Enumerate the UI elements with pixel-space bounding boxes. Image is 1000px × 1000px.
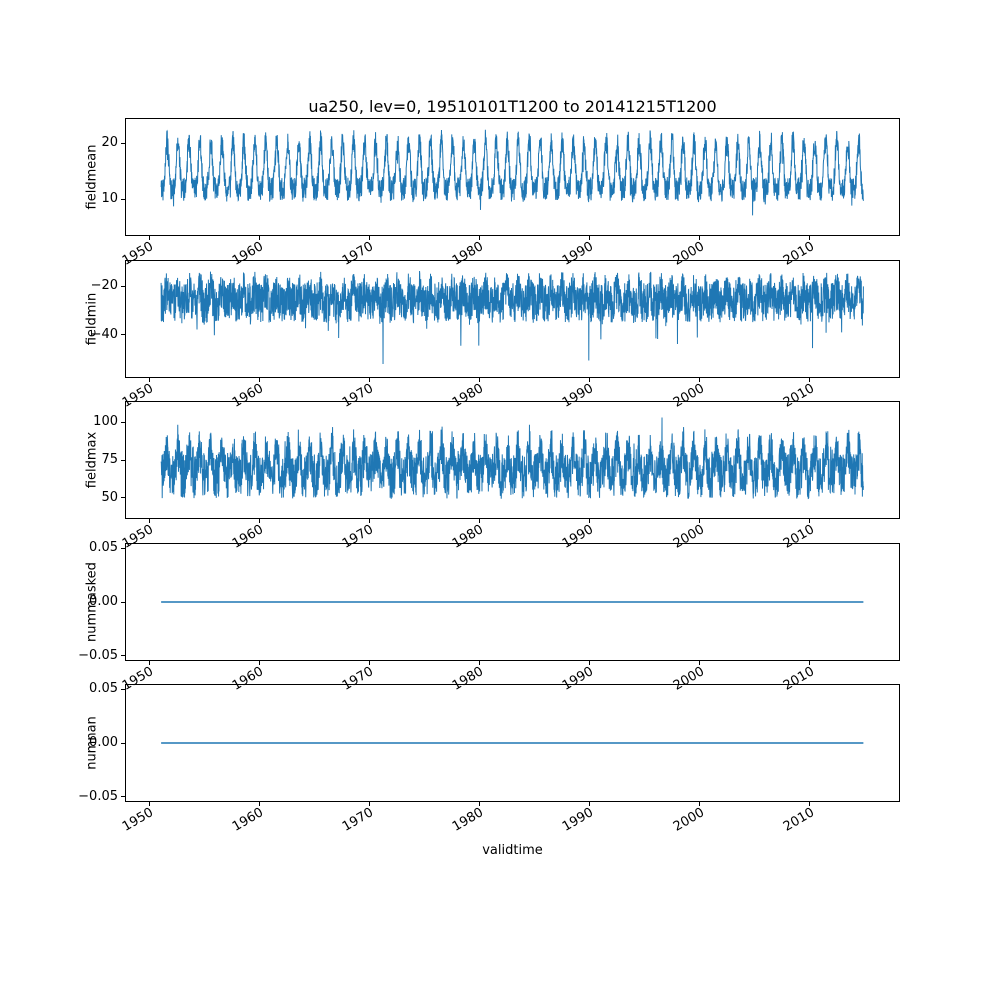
y-tick-mark (121, 547, 125, 549)
x-tick-mark (258, 519, 260, 523)
x-tick-label: 1980 (450, 805, 487, 835)
y-tick-label: 0.00 (89, 735, 118, 750)
axes-fieldmean (125, 118, 900, 236)
y-tick-mark (121, 285, 125, 287)
x-tick-mark (589, 802, 591, 806)
x-tick-label: 1950 (120, 805, 157, 835)
y-tick-mark (121, 742, 125, 744)
axes-fieldmax (125, 401, 900, 519)
x-tick-mark (368, 661, 370, 665)
x-tick-mark (148, 802, 150, 806)
axes-fieldmin (125, 260, 900, 378)
x-tick-label: 1990 (560, 805, 597, 835)
x-tick-mark (258, 378, 260, 382)
x-tick-mark (699, 802, 701, 806)
y-tick-label: −0.05 (78, 647, 118, 663)
x-tick-label: 1960 (230, 805, 267, 835)
x-tick-mark (699, 519, 701, 523)
x-tick-mark (809, 519, 811, 523)
x-tick-mark (478, 236, 480, 240)
x-tick-mark (699, 236, 701, 240)
y-tick-mark (121, 688, 125, 690)
y-tick-mark (121, 334, 125, 336)
chart-title: ua250, lev=0, 19510101T1200 to 20141215T… (308, 97, 717, 116)
x-tick-mark (478, 802, 480, 806)
x-tick-mark (368, 378, 370, 382)
x-tick-mark (589, 378, 591, 382)
x-tick-mark (148, 378, 150, 382)
y-tick-label: 0.05 (89, 681, 118, 697)
series-line-fieldmean (160, 129, 864, 216)
y-tick-label: −0.05 (78, 788, 118, 804)
x-tick-mark (368, 519, 370, 523)
y-tick-label: 0.05 (89, 540, 118, 556)
x-tick-mark (368, 802, 370, 806)
x-tick-mark (258, 661, 260, 665)
x-tick-label: 2000 (670, 805, 707, 835)
x-tick-label: 1970 (340, 805, 377, 835)
axes-nummasked (125, 543, 900, 661)
y-tick-label: 50 (101, 489, 118, 505)
y-tick-mark (121, 796, 125, 798)
y-tick-label: 20 (101, 135, 118, 151)
y-tick-mark (121, 601, 125, 603)
y-tick-mark (121, 142, 125, 144)
y-tick-mark (121, 655, 125, 657)
x-tick-mark (478, 519, 480, 523)
x-tick-mark (809, 802, 811, 806)
x-tick-mark (809, 661, 811, 665)
x-tick-mark (258, 236, 260, 240)
x-tick-mark (589, 236, 591, 240)
x-tick-mark (478, 378, 480, 382)
series-line-fieldmax (160, 417, 864, 500)
y-tick-mark (121, 421, 125, 423)
x-tick-mark (258, 802, 260, 806)
y-tick-label: 10 (101, 191, 118, 207)
x-tick-mark (148, 661, 150, 665)
x-tick-mark (148, 519, 150, 523)
x-axis-label: validtime (482, 843, 543, 858)
axes-numnan (125, 684, 900, 802)
x-tick-mark (478, 661, 480, 665)
y-tick-label: 0.00 (89, 594, 118, 609)
x-tick-mark (699, 378, 701, 382)
y-tick-mark (121, 198, 125, 200)
x-tick-mark (368, 236, 370, 240)
y-tick-mark (121, 459, 125, 461)
x-tick-mark (699, 661, 701, 665)
y-tick-label: −20 (90, 278, 118, 294)
x-tick-label: 2010 (780, 805, 817, 835)
x-tick-mark (589, 661, 591, 665)
x-tick-mark (809, 378, 811, 382)
y-tick-label: 75 (101, 452, 118, 467)
y-tick-label: 100 (93, 414, 118, 430)
y-tick-mark (121, 497, 125, 499)
x-tick-mark (809, 236, 811, 240)
y-tick-label: −40 (90, 326, 118, 342)
x-tick-mark (589, 519, 591, 523)
x-tick-mark (148, 236, 150, 240)
series-line-fieldmin (160, 270, 864, 365)
